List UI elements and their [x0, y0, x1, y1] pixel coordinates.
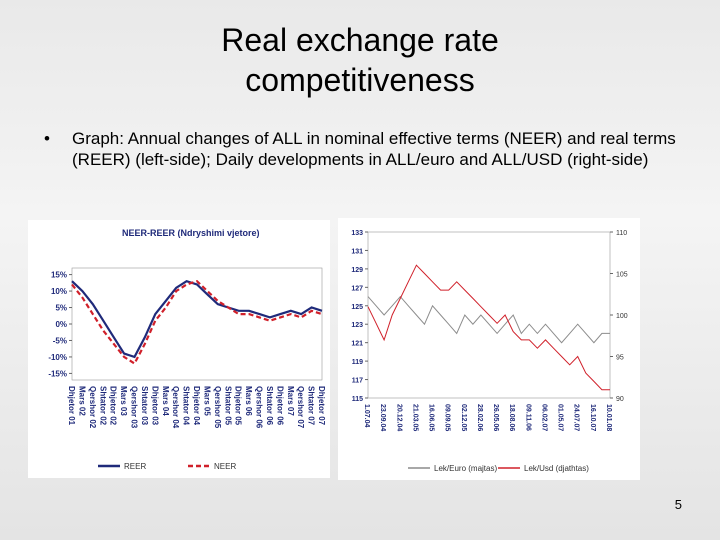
legend-label: NEER — [214, 462, 236, 471]
x-tick-label: Mars 03 — [119, 386, 128, 416]
y-tick-label: 5% — [55, 304, 67, 313]
x-tick-label: Dhjetor 03 — [150, 386, 159, 426]
chart: 115 117 119 121 123 125 127 129 131 133 90 95 100 105… — [338, 218, 640, 480]
x-tick-label: Shtator 05 — [223, 386, 232, 426]
x-tick-label: 28.02.06 — [476, 404, 483, 431]
x-tick-label: Mars 04 — [161, 386, 170, 416]
x-tick-label: 24.07.07 — [573, 404, 580, 431]
series-line — [71, 279, 323, 366]
y-tick-label: 15% — [51, 271, 67, 280]
chart-title: NEER-REER (Ndryshimi vjetore) — [122, 228, 260, 238]
x-tick-label: Dhjetor 06 — [275, 386, 284, 426]
legend-label: REER — [124, 462, 146, 471]
y2-tick-label: 110 — [616, 230, 627, 237]
y-tick-label: -15% — [48, 369, 67, 378]
y-tick-label: -10% — [48, 353, 67, 362]
x-tick-label: Shtator 02 — [98, 386, 107, 426]
x-tick-label: 16.06.05 — [428, 404, 435, 431]
chart: NEER-REER (Ndryshimi vjetore) 15% 10% 5% 0% -… — [28, 220, 330, 478]
x-tick-label: Shtator 03 — [140, 386, 149, 426]
y-tick-label: 119 — [352, 359, 363, 366]
y-tick-label: 123 — [351, 322, 363, 329]
x-tick-label: 06.02.07 — [540, 404, 547, 431]
x-tick-label: Qershor 04 — [171, 386, 180, 429]
y2-tick-label: 105 — [616, 272, 628, 279]
x-tick-label: 02.12.05 — [460, 404, 467, 431]
x-tick-label: 23.09.04 — [379, 404, 386, 431]
y-tick-label: -5% — [53, 336, 67, 345]
x-tick-label: Qershor 02 — [88, 386, 97, 429]
page-number: 5 — [674, 497, 682, 512]
series-line — [71, 279, 323, 359]
y2-tick-label: 100 — [616, 313, 628, 320]
y-tick-label: 127 — [351, 285, 363, 292]
x-tick-label: 10.01.08 — [605, 404, 612, 431]
y-tick-label: 129 — [351, 267, 363, 274]
x-tick-label: 16.10.07 — [589, 404, 596, 431]
y-tick-label: 117 — [352, 378, 363, 385]
y-tick-label: 115 — [352, 396, 363, 403]
y-tick-label: 131 — [351, 248, 363, 255]
title-line: competitiveness — [245, 62, 475, 98]
x-tick-label: Qershor 07 — [296, 386, 305, 429]
x-tick-label: 1.07.04 — [363, 404, 370, 427]
x-tick-label: Shtator 06 — [265, 386, 274, 426]
x-tick-label: Mars 06 — [244, 386, 253, 416]
y-tick-label: 121 — [351, 341, 363, 348]
x-tick-label: Mars 07 — [286, 386, 295, 416]
x-tick-label: Qershor 06 — [255, 386, 264, 429]
legend-label: Lek/Euro (majtas) — [434, 464, 497, 473]
series-line — [367, 295, 610, 344]
x-tick-label: 09.09.05 — [444, 404, 451, 431]
x-tick-label: Dhjetor 04 — [192, 386, 201, 426]
x-tick-label: Mars 02 — [77, 386, 86, 416]
x-tick-label: Mars 05 — [202, 386, 211, 416]
x-tick-label: 01.05.07 — [557, 404, 564, 431]
y2-tick-label: 90 — [616, 396, 624, 403]
y-tick-label: 10% — [51, 287, 67, 296]
y-tick-label: 0% — [55, 320, 67, 329]
x-tick-label: Dhjetor 01 — [67, 386, 76, 426]
x-tick-label: Qershor 03 — [130, 386, 139, 429]
x-tick-label: Shtator 07 — [307, 386, 316, 426]
x-tick-label: 18.08.06 — [508, 404, 515, 431]
bullet-text: Graph: Annual changes of ALL in nominal … — [72, 129, 676, 169]
x-tick-label: 26.05.06 — [492, 404, 499, 431]
x-tick-label: Dhjetor 02 — [109, 386, 118, 426]
title-line: Real exchange rate — [221, 22, 499, 58]
x-tick-label: 20.12.04 — [395, 404, 402, 431]
x-tick-label: Shtator 04 — [182, 386, 191, 426]
slide-title: Real exchange rate competitiveness — [0, 20, 720, 100]
x-tick-label: Qershor 05 — [213, 386, 222, 429]
x-tick-label: 09.11.06 — [524, 404, 531, 431]
x-tick-label: Dhjetor 07 — [317, 386, 326, 426]
y-tick-label: 125 — [351, 304, 363, 311]
legend-label: Lek/Usd (djathtas) — [524, 464, 589, 473]
bullet: • Graph: Annual changes of ALL in nominal… — [44, 128, 712, 170]
y2-tick-label: 95 — [616, 355, 624, 362]
x-tick-label: Dhjetor 05 — [234, 386, 243, 426]
bullet-dot: • — [44, 129, 50, 148]
series-line — [367, 264, 610, 391]
x-tick-label: 21.03.05 — [411, 404, 418, 431]
y-tick-label: 133 — [351, 230, 363, 237]
